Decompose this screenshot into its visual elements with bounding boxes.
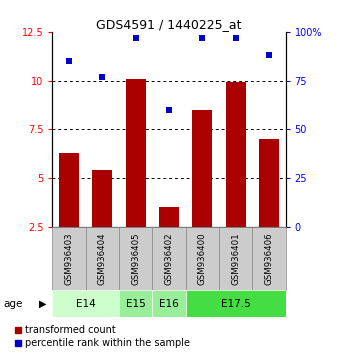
Bar [92, 170, 112, 227]
Title: GDS4591 / 1440225_at: GDS4591 / 1440225_at [96, 18, 242, 31]
Bar [226, 82, 246, 227]
Bar [259, 139, 279, 227]
Bar [59, 153, 79, 227]
Bar [119, 227, 152, 290]
Bar [119, 290, 152, 317]
Text: E14: E14 [76, 298, 96, 309]
Bar [186, 227, 219, 290]
Text: GSM936401: GSM936401 [231, 232, 240, 285]
Text: ▶: ▶ [39, 298, 46, 309]
Bar [86, 227, 119, 290]
Bar [52, 227, 86, 290]
Legend: transformed count, percentile rank within the sample: transformed count, percentile rank withi… [15, 325, 190, 348]
Text: GSM936403: GSM936403 [65, 232, 74, 285]
Text: GSM936402: GSM936402 [165, 232, 173, 285]
Point [266, 52, 272, 58]
Point [166, 107, 172, 113]
Bar [192, 110, 212, 227]
Bar [252, 227, 286, 290]
Bar [52, 290, 119, 317]
Text: age: age [3, 298, 23, 309]
Point [233, 35, 238, 41]
Point [200, 35, 205, 41]
Point [133, 35, 138, 41]
Bar [126, 79, 146, 227]
Text: GSM936406: GSM936406 [264, 232, 273, 285]
Text: E16: E16 [159, 298, 179, 309]
Text: GSM936404: GSM936404 [98, 232, 107, 285]
Bar [159, 207, 179, 227]
Point [100, 74, 105, 80]
Bar [152, 290, 186, 317]
Text: E17.5: E17.5 [221, 298, 250, 309]
Text: GSM936405: GSM936405 [131, 232, 140, 285]
Bar [219, 227, 252, 290]
Text: GSM936400: GSM936400 [198, 232, 207, 285]
Bar [152, 227, 186, 290]
Point [66, 58, 72, 64]
Text: E15: E15 [126, 298, 146, 309]
Bar [186, 290, 286, 317]
